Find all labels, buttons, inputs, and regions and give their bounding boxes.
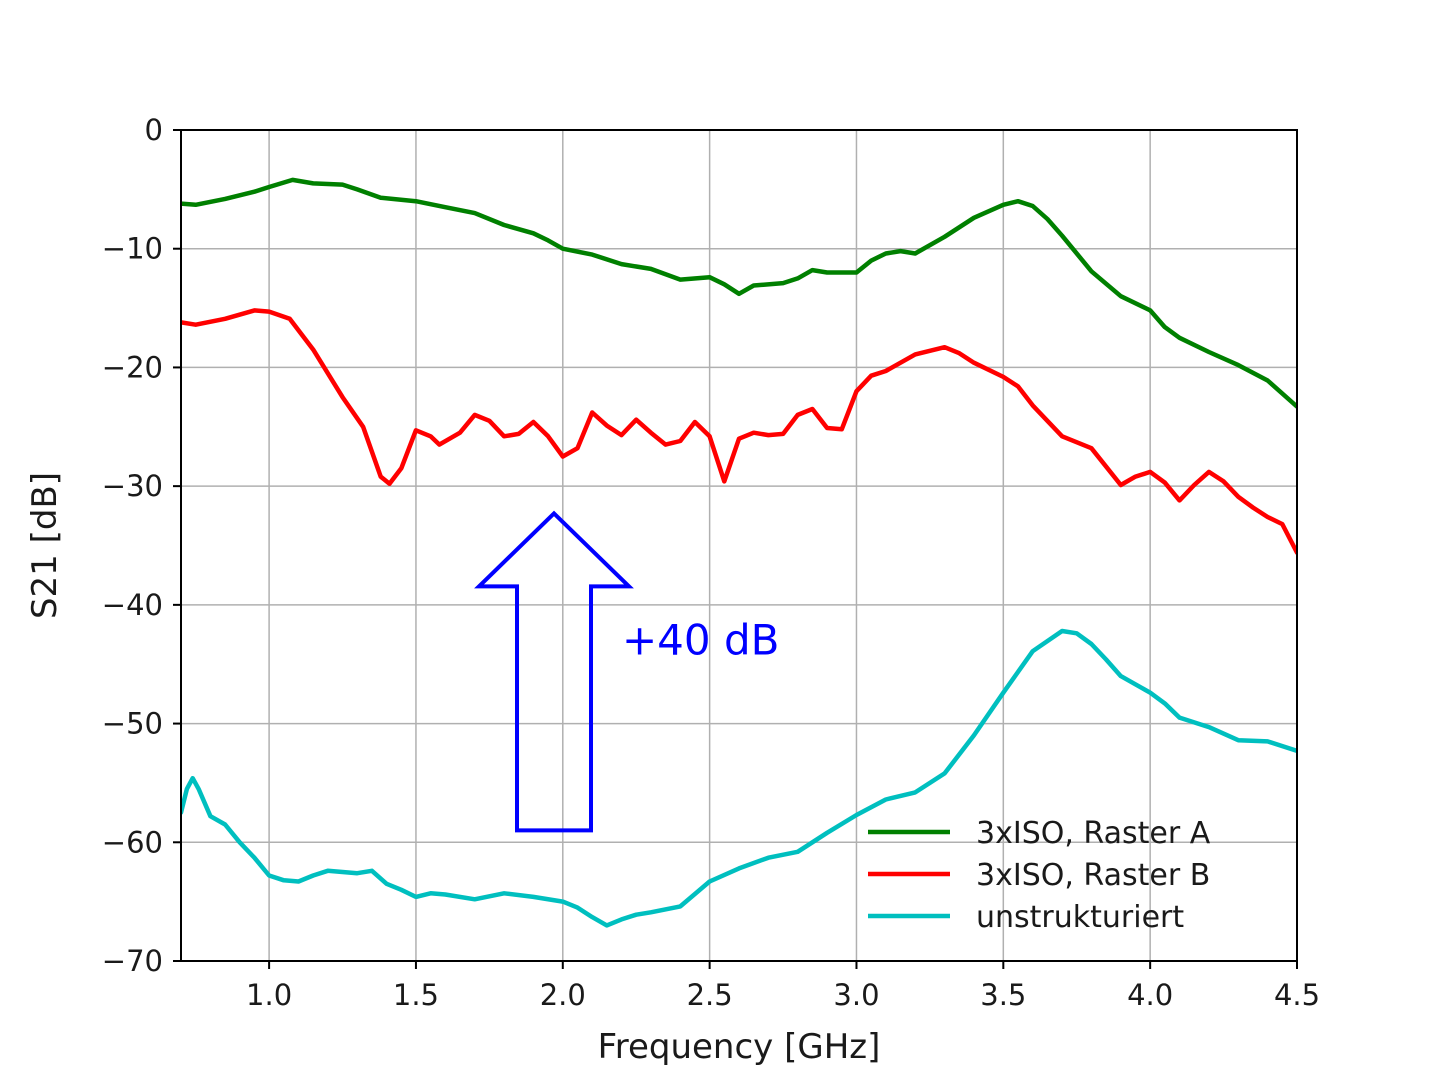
y-tick-label: −50 <box>102 707 163 741</box>
y-tick-label: −10 <box>102 232 163 266</box>
legend: 3xISO, Raster A 3xISO, Raster B unstruktur… <box>868 816 1211 935</box>
legend-label-0: 3xISO, Raster A <box>976 816 1211 851</box>
x-axis-label: Frequency [GHz] <box>598 1027 881 1067</box>
grid <box>181 129 1298 962</box>
axes-frame <box>180 129 1298 962</box>
y-tick-label: −60 <box>102 825 163 859</box>
x-tick-label: 3.5 <box>980 978 1026 1012</box>
series-line-1 <box>181 308 1297 555</box>
y-tick-label: −30 <box>102 469 163 503</box>
up-arrow-icon <box>474 510 634 833</box>
legend-label-1: 3xISO, Raster B <box>976 858 1210 893</box>
y-tick-label: −20 <box>102 350 163 384</box>
y-axis-label: S21 [dB] <box>25 472 65 619</box>
x-tick-label: 1.5 <box>393 978 439 1012</box>
annotation-text: +40 dB <box>622 616 779 665</box>
x-tick-label: 4.5 <box>1274 978 1320 1012</box>
ticks: 1.0 1.5 2.0 2.5 3.0 3.5 4.0 4.5 0 −10 −20 −30 −40 −50… <box>102 113 1320 1012</box>
x-tick-label: 2.0 <box>540 978 586 1012</box>
x-tick-label: 4.0 <box>1127 978 1173 1012</box>
x-tick-label: 3.0 <box>833 978 879 1012</box>
series-line-0 <box>181 177 1297 409</box>
y-tick-label: −70 <box>102 944 163 978</box>
legend-label-2: unstrukturiert <box>976 900 1184 935</box>
series-layer <box>181 177 1297 928</box>
annotation: +40 dB <box>474 510 779 833</box>
x-tick-label: 1.0 <box>246 978 292 1012</box>
series-line-2 <box>181 628 1297 928</box>
y-tick-label: 0 <box>145 113 163 147</box>
y-tick-label: −40 <box>102 588 163 622</box>
x-tick-label: 2.5 <box>687 978 733 1012</box>
